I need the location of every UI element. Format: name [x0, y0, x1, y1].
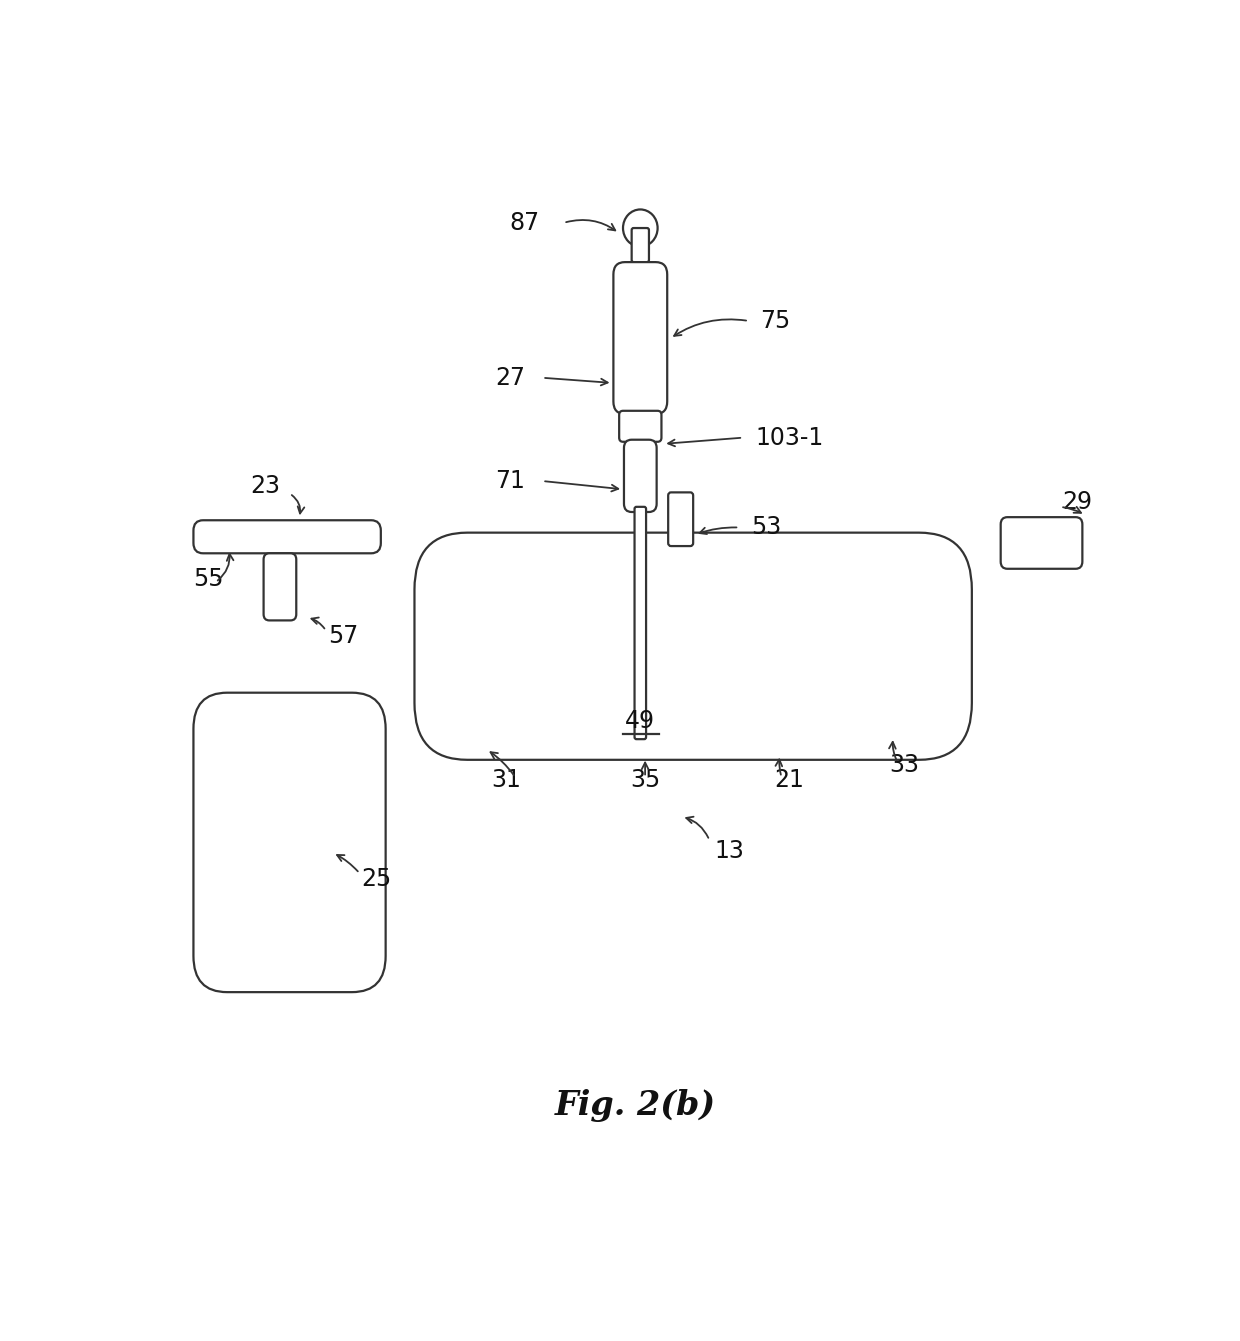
FancyBboxPatch shape: [264, 554, 296, 621]
Text: 103-1: 103-1: [755, 425, 823, 449]
FancyBboxPatch shape: [414, 532, 972, 760]
FancyBboxPatch shape: [631, 228, 649, 261]
Text: 21: 21: [774, 768, 805, 793]
Text: 87: 87: [510, 211, 539, 235]
FancyBboxPatch shape: [193, 520, 381, 554]
FancyBboxPatch shape: [1001, 518, 1083, 569]
Text: 31: 31: [491, 768, 521, 793]
Text: 29: 29: [1063, 489, 1092, 514]
Text: 23: 23: [250, 475, 280, 498]
Text: 71: 71: [495, 469, 525, 493]
Text: 49: 49: [625, 708, 655, 732]
Text: 13: 13: [714, 838, 744, 862]
Text: 35: 35: [630, 768, 660, 793]
FancyBboxPatch shape: [635, 507, 646, 739]
Text: 53: 53: [751, 515, 781, 539]
FancyBboxPatch shape: [614, 261, 667, 414]
FancyBboxPatch shape: [619, 410, 661, 441]
Text: 27: 27: [495, 366, 525, 390]
FancyBboxPatch shape: [193, 693, 386, 992]
Circle shape: [622, 209, 657, 247]
Text: 33: 33: [889, 754, 920, 776]
Text: Fig. 2(b): Fig. 2(b): [556, 1089, 715, 1122]
Text: 55: 55: [193, 567, 224, 591]
FancyBboxPatch shape: [624, 440, 657, 512]
Text: 57: 57: [327, 624, 358, 648]
Text: 25: 25: [362, 866, 392, 890]
Text: 75: 75: [760, 308, 791, 333]
FancyBboxPatch shape: [668, 492, 693, 546]
